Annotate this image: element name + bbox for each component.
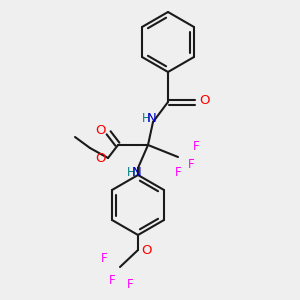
Text: F: F xyxy=(188,158,194,172)
Text: O: O xyxy=(142,244,152,256)
Text: N: N xyxy=(132,166,142,178)
Text: O: O xyxy=(95,124,105,137)
Text: F: F xyxy=(109,274,115,286)
Text: O: O xyxy=(199,94,209,107)
Text: N: N xyxy=(147,112,157,124)
Text: F: F xyxy=(193,140,199,154)
Text: H: H xyxy=(142,112,150,124)
Text: O: O xyxy=(95,152,105,164)
Text: H: H xyxy=(127,166,135,178)
Text: F: F xyxy=(101,251,107,265)
Text: F: F xyxy=(175,166,181,178)
Text: F: F xyxy=(127,278,133,292)
